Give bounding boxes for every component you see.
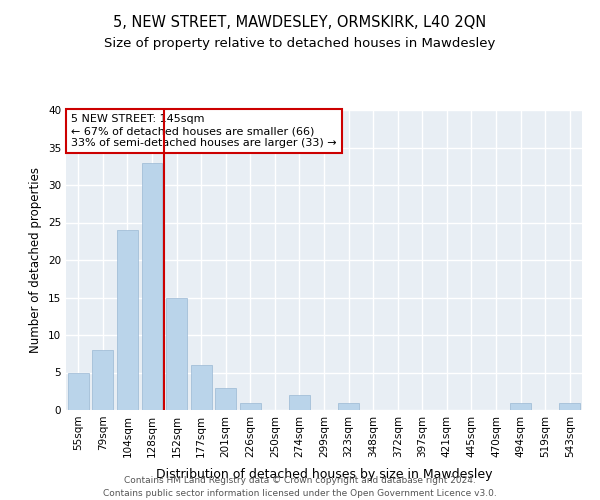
Text: Contains HM Land Registry data © Crown copyright and database right 2024.
Contai: Contains HM Land Registry data © Crown c… xyxy=(103,476,497,498)
Text: 5 NEW STREET: 145sqm
← 67% of detached houses are smaller (66)
33% of semi-detac: 5 NEW STREET: 145sqm ← 67% of detached h… xyxy=(71,114,337,148)
Bar xyxy=(142,162,163,410)
Bar xyxy=(240,402,261,410)
Bar xyxy=(166,298,187,410)
Y-axis label: Number of detached properties: Number of detached properties xyxy=(29,167,43,353)
Text: 5, NEW STREET, MAWDESLEY, ORMSKIRK, L40 2QN: 5, NEW STREET, MAWDESLEY, ORMSKIRK, L40 … xyxy=(113,15,487,30)
X-axis label: Distribution of detached houses by size in Mawdesley: Distribution of detached houses by size … xyxy=(156,468,492,481)
Bar xyxy=(191,365,212,410)
Text: Size of property relative to detached houses in Mawdesley: Size of property relative to detached ho… xyxy=(104,38,496,51)
Bar xyxy=(289,395,310,410)
Bar xyxy=(92,350,113,410)
Bar xyxy=(215,388,236,410)
Bar xyxy=(559,402,580,410)
Bar xyxy=(510,402,531,410)
Bar xyxy=(117,230,138,410)
Bar xyxy=(68,372,89,410)
Bar xyxy=(338,402,359,410)
